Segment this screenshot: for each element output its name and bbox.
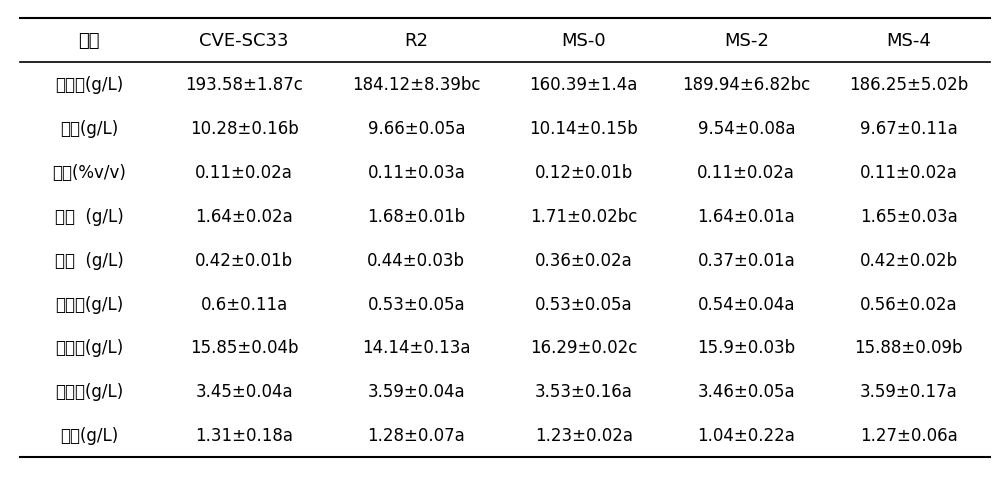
Text: 9.54±0.08a: 9.54±0.08a	[698, 120, 795, 138]
Text: 柠檬酸(g/L): 柠檬酸(g/L)	[55, 295, 123, 313]
Text: 0.12±0.01b: 0.12±0.01b	[535, 164, 633, 181]
Text: 0.11±0.02a: 0.11±0.02a	[860, 164, 958, 181]
Text: 1.68±0.01b: 1.68±0.01b	[367, 207, 465, 225]
Text: 9.67±0.11a: 9.67±0.11a	[860, 120, 958, 138]
Text: 1.31±0.18a: 1.31±0.18a	[195, 426, 293, 444]
Text: MS-0: MS-0	[561, 32, 606, 50]
Text: 184.12±8.39bc: 184.12±8.39bc	[352, 76, 481, 94]
Text: 0.53±0.05a: 0.53±0.05a	[535, 295, 633, 313]
Text: 0.11±0.03a: 0.11±0.03a	[367, 164, 465, 181]
Text: 0.11±0.02a: 0.11±0.02a	[697, 164, 795, 181]
Text: 0.42±0.02b: 0.42±0.02b	[860, 251, 958, 269]
Text: 甘油(g/L): 甘油(g/L)	[60, 120, 118, 138]
Text: 1.27±0.06a: 1.27±0.06a	[860, 426, 958, 444]
Text: 15.9±0.03b: 15.9±0.03b	[697, 339, 795, 357]
Text: 1.28±0.07a: 1.28±0.07a	[367, 426, 465, 444]
Text: CVE-SC33: CVE-SC33	[199, 32, 289, 50]
Text: 3.53±0.16a: 3.53±0.16a	[535, 383, 633, 400]
Text: 3.46±0.05a: 3.46±0.05a	[697, 383, 795, 400]
Text: 1.04±0.22a: 1.04±0.22a	[697, 426, 795, 444]
Text: 0.56±0.02a: 0.56±0.02a	[860, 295, 958, 313]
Text: R2: R2	[404, 32, 428, 50]
Text: 186.25±5.02b: 186.25±5.02b	[849, 76, 968, 94]
Text: 0.54±0.04a: 0.54±0.04a	[698, 295, 795, 313]
Text: 15.85±0.04b: 15.85±0.04b	[190, 339, 298, 357]
Text: 193.58±1.87c: 193.58±1.87c	[185, 76, 303, 94]
Text: 10.28±0.16b: 10.28±0.16b	[190, 120, 298, 138]
Text: 残糖量(g/L): 残糖量(g/L)	[55, 76, 123, 94]
Text: 9.66±0.05a: 9.66±0.05a	[368, 120, 465, 138]
Text: 0.37±0.01a: 0.37±0.01a	[697, 251, 795, 269]
Text: 3.45±0.04a: 3.45±0.04a	[195, 383, 293, 400]
Text: MS-2: MS-2	[724, 32, 769, 50]
Text: MS-4: MS-4	[886, 32, 931, 50]
Text: 草酸  (g/L): 草酸 (g/L)	[55, 251, 123, 269]
Text: 16.29±0.02c: 16.29±0.02c	[530, 339, 637, 357]
Text: 0.6±0.11a: 0.6±0.11a	[200, 295, 288, 313]
Text: 乳酸(g/L): 乳酸(g/L)	[60, 426, 118, 444]
Text: 1.23±0.02a: 1.23±0.02a	[535, 426, 633, 444]
Text: 3.59±0.04a: 3.59±0.04a	[368, 383, 465, 400]
Text: 3.59±0.17a: 3.59±0.17a	[860, 383, 958, 400]
Text: 乙酸  (g/L): 乙酸 (g/L)	[55, 207, 123, 225]
Text: 苹果酸(g/L): 苹果酸(g/L)	[55, 339, 123, 357]
Text: 0.53±0.05a: 0.53±0.05a	[368, 295, 465, 313]
Text: 189.94±6.82bc: 189.94±6.82bc	[682, 76, 810, 94]
Text: 1.71±0.02bc: 1.71±0.02bc	[530, 207, 637, 225]
Text: 1.64±0.02a: 1.64±0.02a	[195, 207, 293, 225]
Text: 14.14±0.13a: 14.14±0.13a	[362, 339, 471, 357]
Text: 0.44±0.03b: 0.44±0.03b	[367, 251, 465, 269]
Text: 0.11±0.02a: 0.11±0.02a	[195, 164, 293, 181]
Text: 10.14±0.15b: 10.14±0.15b	[529, 120, 638, 138]
Text: 1.64±0.01a: 1.64±0.01a	[697, 207, 795, 225]
Text: 15.88±0.09b: 15.88±0.09b	[855, 339, 963, 357]
Text: 组分: 组分	[78, 32, 100, 50]
Text: 1.65±0.03a: 1.65±0.03a	[860, 207, 958, 225]
Text: 琥珀酸(g/L): 琥珀酸(g/L)	[55, 383, 123, 400]
Text: 160.39±1.4a: 160.39±1.4a	[530, 76, 638, 94]
Text: 乙醇(%v/v): 乙醇(%v/v)	[52, 164, 126, 181]
Text: 0.42±0.01b: 0.42±0.01b	[195, 251, 293, 269]
Text: 0.36±0.02a: 0.36±0.02a	[535, 251, 633, 269]
